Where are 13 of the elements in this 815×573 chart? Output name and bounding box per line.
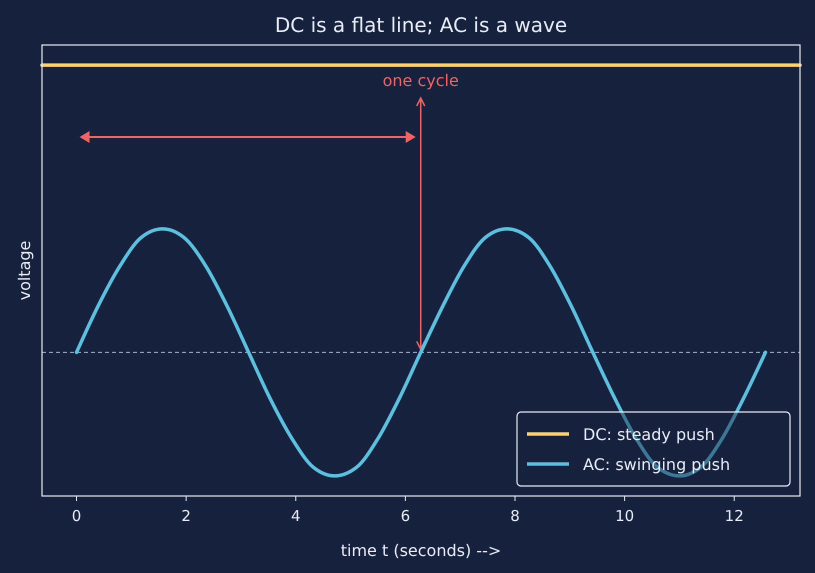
x-tick-label: 8: [510, 507, 520, 525]
x-tick-label: 10: [615, 507, 634, 525]
x-tick-label: 4: [290, 507, 301, 525]
chart-title: DC is a flat line; AC is a wave: [274, 13, 568, 37]
x-tick-label: 12: [724, 507, 744, 525]
ref-line-label: one cycle: [382, 71, 459, 90]
legend-label: DC: steady push: [583, 425, 715, 444]
legend-label: AC: swinging push: [583, 455, 730, 474]
x-tick-label: 2: [181, 507, 191, 525]
y-axis-title: voltage: [15, 240, 34, 300]
x-tick-label: 6: [400, 507, 410, 525]
x-axis-title: time t (seconds) -->: [340, 541, 502, 560]
x-tick-label: 0: [72, 507, 82, 525]
